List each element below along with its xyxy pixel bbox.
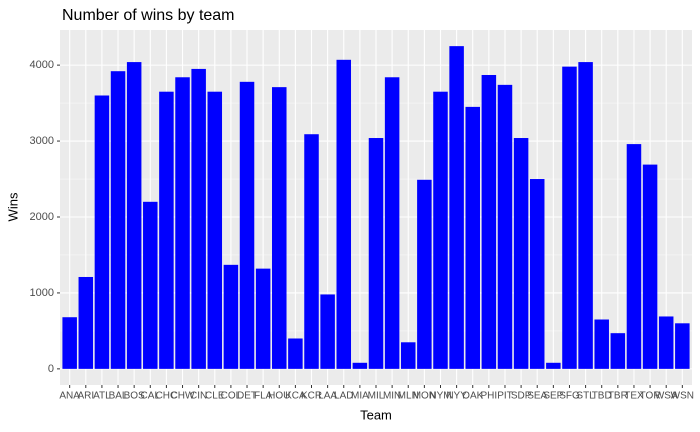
bar [62,317,77,369]
bar [288,338,303,369]
x-tick-label: SDP [511,391,532,402]
x-tick-label: CAL [141,391,161,402]
x-tick-label: DET [237,391,257,402]
y-axis-label: Wins [5,192,20,221]
x-tick-label: OAK [462,391,483,402]
bar [352,362,368,369]
bar [78,276,94,369]
y-tick-label: 3000 [30,135,54,147]
bar [191,68,206,369]
bar [562,66,577,369]
bar [384,77,400,369]
x-axis-label: Team [360,407,392,422]
x-tick-label: CIN [190,391,207,402]
x-tick-label: PIT [497,391,513,402]
bar [610,333,626,369]
bar [336,59,352,369]
bar [143,201,158,369]
x-tick-label: MIL [368,391,385,402]
x-tick-label: TOR [640,391,661,402]
y-tick-label: 4000 [30,59,54,71]
x-tick-label: HOU [268,391,290,402]
x-tick-label: ANA [59,391,80,402]
x-tick-label: CHW [171,391,195,402]
bar [642,164,658,369]
bar [304,134,319,369]
bar [529,179,545,369]
x-tick-label: TEX [624,391,644,402]
x-tick-label: CHC [156,391,178,402]
x-tick-label: TBR [608,391,628,402]
x-tick-label: WSA [655,391,678,402]
x-tick-label: ARI [77,391,94,402]
x-tick-label: TBD [592,391,612,402]
x-tick-label: ATL [93,391,111,402]
bar [481,74,497,369]
x-tick-label: CLE [205,391,225,402]
bar [578,62,593,369]
bar [320,294,335,369]
bar [449,46,464,369]
y-tick-label: 2000 [30,211,54,223]
x-tick-label: SEP [543,391,563,402]
bar [658,316,674,369]
x-tick-label: MIA [351,391,369,402]
x-tick-label: BAL [109,391,128,402]
x-tick-label: FLA [254,391,273,402]
x-tick-label: COL [221,391,242,402]
bar [497,84,513,369]
x-tick-label: PHI [481,391,498,402]
bar [594,319,609,369]
bar [207,91,223,369]
x-tick-label: BOS [124,391,145,402]
x-tick-label: LAA [318,391,337,402]
bar [546,362,561,369]
bar [465,106,480,369]
bar [368,138,384,369]
x-tick-label: SFG [559,391,580,402]
y-tick-label: 0 [48,363,54,375]
bar [433,91,448,369]
bar [159,91,174,369]
bar [110,71,126,369]
bar [223,264,239,369]
bar [175,77,190,369]
bar [94,95,110,369]
chart-title: Number of wins by team [62,7,235,24]
bar [126,62,142,369]
x-tick-label: MIN [383,391,401,402]
bar [626,144,642,369]
x-tick-label: KCA [285,391,306,402]
x-tick-label: STL [576,391,595,402]
bar [272,87,287,369]
bar [255,268,271,369]
x-tick-label: KCR [301,391,322,402]
x-tick-label: MLN [398,391,419,402]
bar [417,179,432,369]
x-tick-label: LAD [334,391,353,402]
bar [400,342,416,369]
x-tick-label: WSN [671,391,694,402]
x-tick-label: NYM [429,391,451,402]
bar [239,81,255,369]
x-tick-label: SEA [527,391,547,402]
x-tick-label: NYY [446,391,467,402]
y-tick-label: 1000 [30,287,54,299]
bar [675,323,690,369]
bar [513,138,529,369]
x-tick-label: MON [413,391,436,402]
